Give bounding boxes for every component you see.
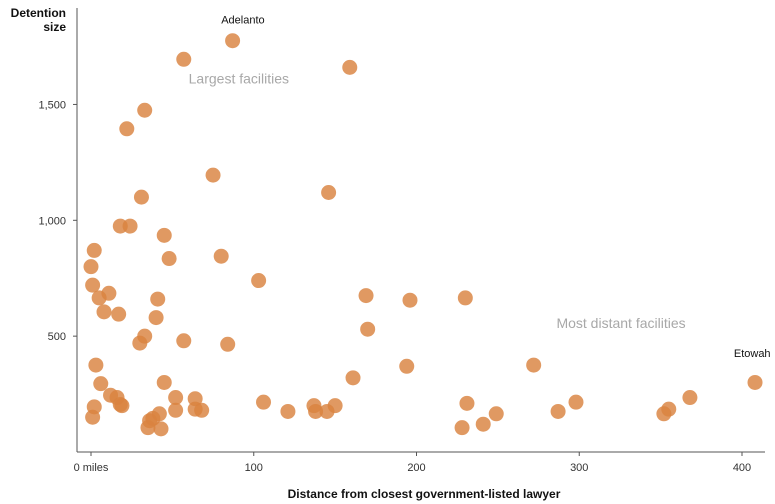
data-point (342, 59, 358, 75)
x-tick-label: 0 miles (74, 462, 109, 474)
annotation-label: Most distant facilities (556, 315, 685, 331)
x-tick-label: 100 (245, 462, 263, 474)
data-point (308, 403, 324, 419)
data-point (83, 259, 99, 275)
data-point (119, 121, 135, 137)
x-axis-ticks: 0 miles 100 200 300 400 (74, 452, 751, 474)
data-point (140, 420, 156, 436)
y-axis-ticks: 500 1,000 1,500 (38, 99, 77, 343)
data-point (459, 395, 475, 411)
y-tick-label: 1,000 (38, 215, 66, 227)
annotation-label: Largest facilities (189, 71, 289, 87)
data-point (256, 394, 272, 410)
data-point (682, 390, 698, 406)
data-point (747, 374, 763, 390)
data-point (122, 218, 138, 234)
data-point (280, 403, 296, 419)
data-point (321, 184, 337, 200)
data-point (526, 357, 542, 373)
x-tick-label: 400 (733, 462, 751, 474)
data-point (360, 321, 376, 337)
data-point (101, 285, 117, 301)
data-point (133, 189, 149, 205)
data-point (319, 403, 335, 419)
data-point (399, 358, 415, 374)
data-point (454, 420, 470, 436)
data-point (161, 251, 177, 267)
data-point (153, 421, 169, 437)
data-point (156, 227, 172, 243)
data-point (148, 310, 164, 326)
data-point (88, 357, 104, 373)
data-point (568, 394, 584, 410)
data-point (137, 102, 153, 118)
y-axis-title-line-2: size (43, 20, 66, 34)
y-axis-title: Detention size (11, 6, 67, 34)
data-point (96, 304, 112, 320)
data-point (457, 290, 473, 306)
data-point (656, 406, 672, 422)
data-point (358, 288, 374, 304)
data-point (402, 292, 418, 308)
y-axis-title-line-1: Detention (11, 6, 66, 20)
data-point (251, 273, 267, 289)
facility-label: Adelanto (221, 14, 264, 26)
data-point (111, 306, 127, 322)
data-point (93, 376, 109, 392)
y-tick-label: 500 (48, 331, 66, 343)
data-point (85, 409, 101, 425)
data-point (86, 242, 102, 258)
data-point (220, 336, 236, 352)
data-point (205, 167, 221, 183)
data-point (194, 402, 210, 418)
data-points (83, 33, 763, 437)
data-point (475, 416, 491, 432)
data-point (550, 403, 566, 419)
y-tick-label: 1,500 (38, 99, 66, 111)
facility-label: Etowah (734, 348, 771, 360)
x-axis-title: Distance from closest government-listed … (288, 487, 561, 501)
data-point (213, 248, 229, 264)
data-point (85, 277, 101, 293)
data-point (187, 391, 203, 407)
data-point (176, 51, 192, 67)
data-point (168, 390, 184, 406)
annotations: Largest facilities Most distant facilitie… (189, 14, 771, 360)
x-tick-label: 200 (407, 462, 425, 474)
data-point (114, 398, 130, 414)
data-point (345, 370, 361, 386)
data-point (488, 406, 504, 422)
data-point (150, 291, 166, 307)
data-point (176, 333, 192, 349)
data-point (168, 402, 184, 418)
data-point (156, 374, 172, 390)
x-tick-label: 300 (570, 462, 588, 474)
data-point (132, 335, 148, 351)
data-point (225, 33, 241, 49)
